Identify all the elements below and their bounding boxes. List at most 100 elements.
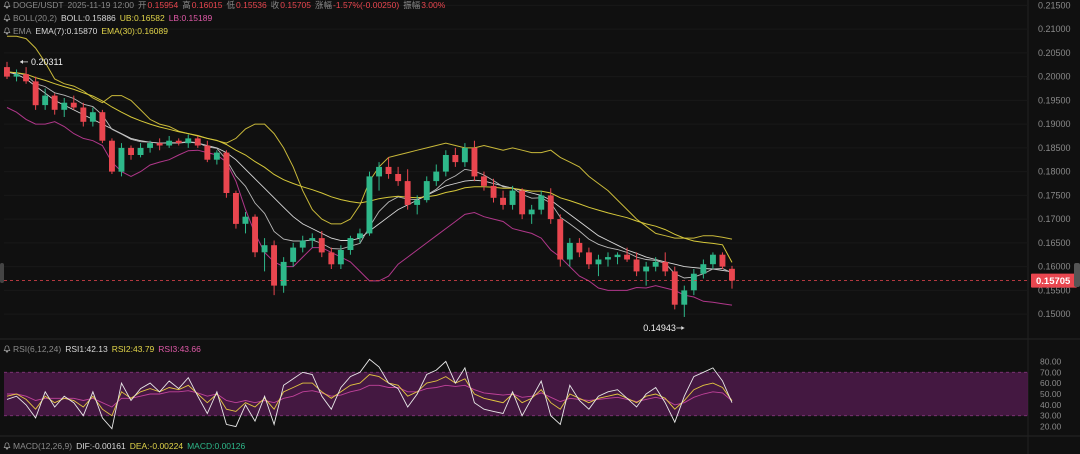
candle-body — [519, 190, 526, 215]
candle — [671, 266, 678, 310]
candle — [252, 214, 258, 258]
candle — [729, 265, 735, 289]
candle-body — [166, 140, 173, 146]
candle — [128, 145, 134, 160]
candle — [70, 95, 77, 110]
candle-body — [137, 147, 144, 155]
candle — [13, 69, 20, 82]
candle-body — [175, 140, 182, 144]
candle — [404, 169, 411, 210]
candle — [586, 247, 592, 269]
candle-body — [471, 147, 478, 177]
candle-body — [652, 261, 659, 267]
candle — [318, 231, 325, 258]
candle-body — [614, 254, 621, 258]
candle-body — [700, 264, 707, 274]
candle-body — [595, 259, 602, 265]
candle — [347, 235, 354, 255]
candle-body — [80, 107, 87, 122]
boll-info: BOLL(20,2) BOLL:0.15886 UB:0.16582 LB:0.151… — [3, 13, 216, 24]
candle — [452, 147, 459, 167]
alert-bell-icon[interactable] — [3, 14, 11, 22]
candle — [204, 140, 211, 163]
boll-title: BOLL(20,2) — [13, 13, 57, 23]
rsi-tick-label: 40.00 — [1040, 400, 1062, 410]
alert-bell-icon[interactable] — [3, 27, 11, 35]
rsi-tick-label: 80.00 — [1040, 356, 1062, 366]
candle-body — [271, 245, 277, 286]
rsi1-label: RSI1: — [65, 344, 87, 354]
datetime: 2025-11-19 12:00 — [67, 0, 135, 10]
boll-value: 0.15886 — [85, 13, 116, 23]
candle-body — [395, 174, 402, 182]
candle-body — [109, 140, 115, 172]
candle-body — [452, 155, 459, 163]
candle-body — [528, 209, 535, 215]
high-label: 高 — [182, 0, 191, 10]
low-label: 低 — [226, 0, 236, 10]
candle — [461, 143, 468, 167]
low-annotation: 0.14943 — [643, 323, 676, 333]
candle-body — [633, 259, 640, 272]
candle-body — [442, 155, 449, 172]
candle — [481, 171, 487, 191]
ohlc-info: DOGE/USDT 2025-11-19 12:00 开0.15954 高0.1601… — [3, 0, 449, 11]
candle — [595, 254, 602, 277]
rsi3-label: RSI3: — [158, 344, 180, 354]
rsi-tick-label: 60.00 — [1040, 378, 1062, 388]
candle-body — [204, 145, 211, 160]
candle — [681, 285, 688, 317]
candle — [166, 136, 173, 148]
candle — [223, 150, 230, 198]
candle-body — [366, 176, 373, 234]
candle-body — [729, 268, 735, 281]
candle-body — [404, 181, 411, 205]
candle-body — [719, 254, 726, 267]
alert-bell-icon[interactable] — [3, 1, 11, 9]
price-tick-label: 0.19500 — [1038, 95, 1071, 105]
price-tick-label: 0.21500 — [1038, 0, 1071, 10]
candle — [328, 247, 335, 269]
candle — [366, 171, 373, 236]
boll-lower-line — [6, 107, 733, 306]
high-arrow-icon — [20, 59, 23, 64]
candle-body — [414, 200, 421, 205]
price-tick-label: 0.17000 — [1038, 214, 1071, 224]
candle-body — [509, 190, 516, 205]
candle-body — [280, 261, 287, 286]
candle — [490, 178, 497, 203]
price-tick-label: 0.17500 — [1038, 190, 1071, 200]
ub-value: 0.16582 — [133, 13, 165, 23]
candle — [357, 228, 363, 243]
dif-label: DIF: — [76, 441, 93, 451]
candle-body — [309, 238, 316, 241]
candle — [99, 109, 106, 144]
open-value: 0.15954 — [147, 0, 179, 10]
current-price-label: 0.15705 — [1036, 276, 1071, 287]
candle-body — [290, 247, 297, 262]
boll-label: BOLL: — [60, 13, 86, 23]
candle-body — [662, 261, 669, 272]
candle — [61, 98, 68, 117]
candle-body — [194, 138, 201, 146]
candle — [643, 261, 650, 286]
dea-label: DEA: — [129, 441, 150, 451]
candle-body — [433, 171, 440, 182]
ema7-label: EMA(7): — [35, 26, 67, 36]
macd-label: MACD: — [187, 441, 215, 451]
candle — [175, 138, 182, 146]
candle-body — [576, 242, 583, 253]
candle-body — [4, 67, 10, 77]
candle-body — [99, 112, 106, 141]
alert-bell-icon[interactable] — [3, 442, 11, 450]
macd-value: 0.00126 — [214, 441, 246, 451]
amplitude-label: 振幅 — [403, 0, 421, 10]
candle-body — [89, 112, 96, 122]
rsi-tick-label: 50.00 — [1040, 389, 1062, 399]
candle — [137, 143, 144, 158]
candle — [662, 252, 669, 277]
alert-bell-icon[interactable] — [3, 345, 11, 353]
price-tick-label: 0.21000 — [1038, 24, 1071, 34]
rsi2-line — [6, 374, 733, 417]
